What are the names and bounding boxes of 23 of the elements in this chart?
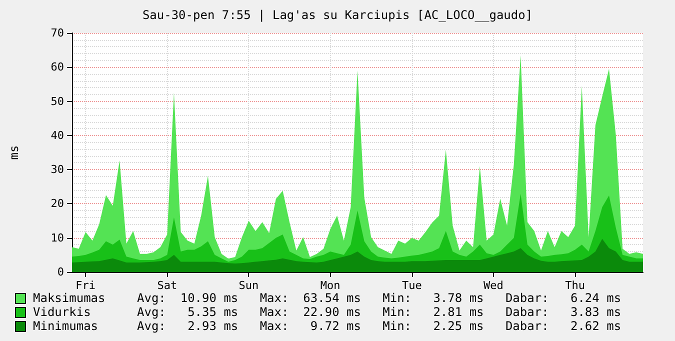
y-tick-label: 50 [50, 94, 64, 108]
chart-title: Sau-30-pen 7:55 | Lag'as su Karciupis [AC_LOCO__gaudo] [142, 8, 533, 22]
x-tick-label: Fri [76, 279, 96, 292]
y-axis-title: ms [7, 145, 21, 160]
legend-label: Maksimumas [33, 291, 106, 305]
x-tick-label: Thu [565, 279, 585, 292]
x-tick-label: Sun [238, 279, 259, 292]
legend-label: Minimumas [33, 319, 100, 333]
legend-label: Vidurkis [33, 305, 92, 319]
y-tick-label: 70 [50, 26, 64, 40]
y-tick-label: 60 [50, 60, 64, 74]
x-tick-label: Tue [402, 279, 422, 292]
y-tick-label: 10 [50, 231, 64, 244]
y-tick-label: 30 [50, 163, 64, 176]
x-tick-label: Wed [484, 279, 504, 292]
y-tick-label: 0 [57, 266, 64, 278]
text: Avg: 10.90 ms Max: 63.54 ms Min: 3.78 ms Dabar: 6.24 ms [137, 291, 622, 305]
text: Avg: 5.35 ms Max: 22.90 ms Min: 2.81 ms Dabar: 3.83 ms [137, 305, 622, 319]
y-tick-label: 20 [50, 197, 64, 210]
x-tick-label: Mon [320, 279, 340, 292]
x-tick-label: Sat [157, 279, 178, 292]
text: Avg: 2.93 ms Max: 9.72 ms Min: 2.25 ms Dabar: 2.62 ms [137, 319, 622, 333]
y-tick-label: 40 [50, 128, 64, 142]
